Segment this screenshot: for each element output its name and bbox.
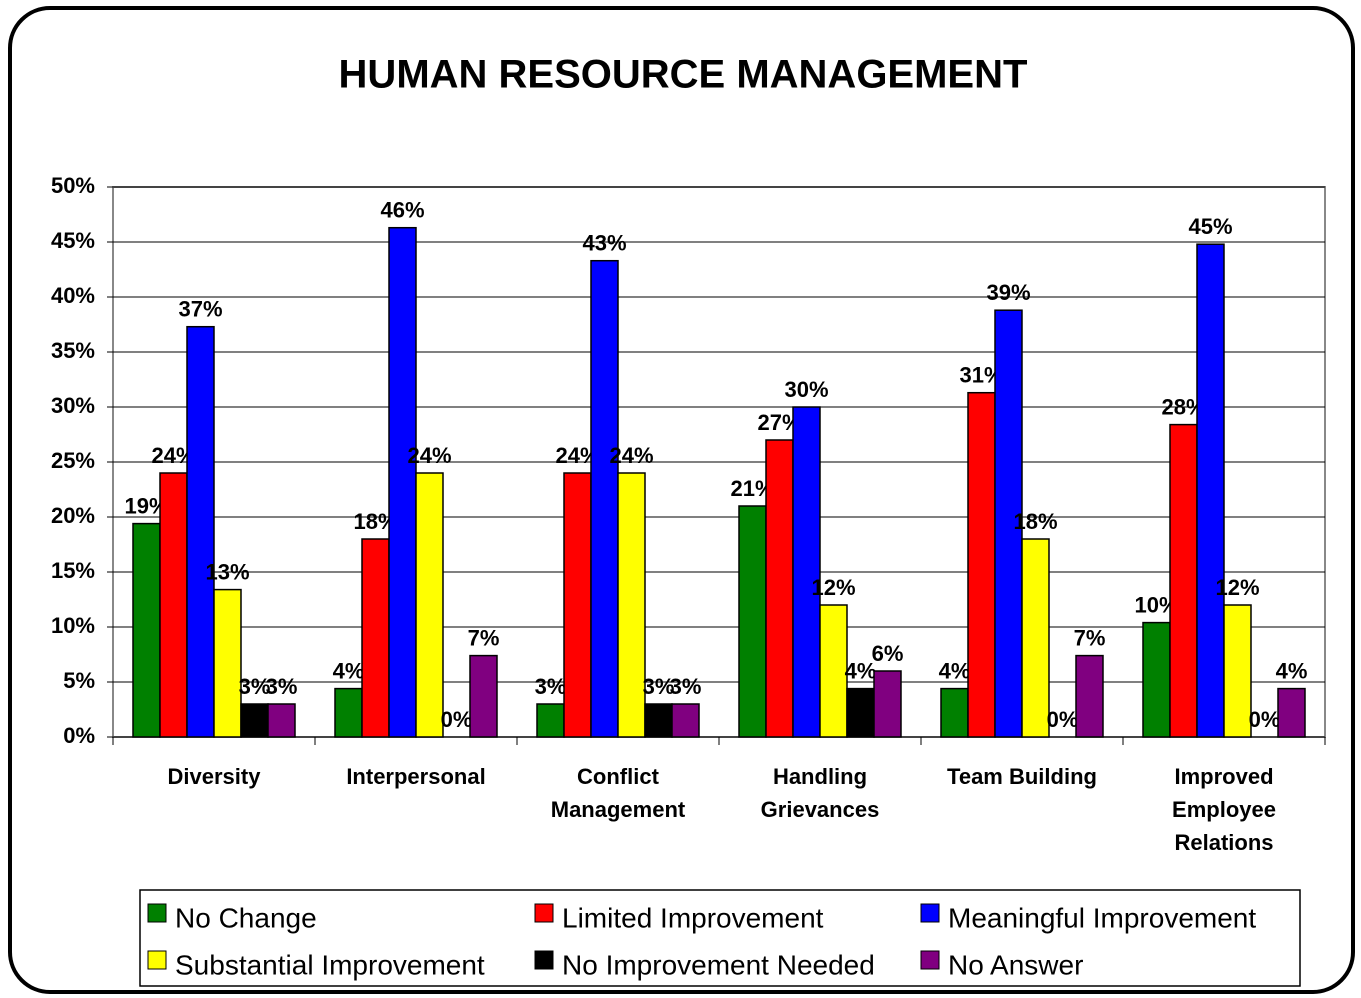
- data-label: 43%: [582, 231, 626, 256]
- y-tick-label: 5%: [63, 668, 95, 693]
- data-label: 0%: [441, 707, 473, 732]
- data-label: 4%: [1276, 658, 1308, 683]
- x-tick-label: Conflict Management: [550, 764, 686, 822]
- legend-swatch: [920, 903, 940, 923]
- legend-label: No Improvement Needed: [562, 949, 875, 980]
- data-label: 24%: [609, 443, 653, 468]
- bar: [617, 472, 646, 738]
- data-label: 24%: [407, 443, 451, 468]
- data-label: 7%: [1074, 625, 1106, 650]
- y-tick-label: 45%: [51, 228, 95, 253]
- bar: [415, 472, 444, 738]
- bar: [1142, 621, 1171, 738]
- data-label: 4%: [939, 658, 971, 683]
- bar: [873, 670, 902, 738]
- y-tick-label: 35%: [51, 338, 95, 363]
- bar: [334, 687, 363, 738]
- data-label: 3%: [535, 674, 567, 699]
- bar: [563, 472, 592, 738]
- chart-title: HUMAN RESOURCE MANAGEMENT: [339, 53, 1028, 97]
- data-label: 37%: [178, 297, 222, 322]
- legend-box: [139, 889, 1301, 987]
- data-label: 18%: [1013, 509, 1057, 534]
- bar: [186, 325, 215, 738]
- legend-label: No Answer: [948, 949, 1083, 980]
- bar: [1169, 423, 1198, 738]
- legend-swatch: [534, 950, 554, 970]
- y-tick-label: 50%: [51, 173, 95, 198]
- bar: [267, 703, 296, 738]
- bar: [469, 654, 498, 738]
- data-label: 12%: [1215, 575, 1259, 600]
- x-tick-label: Team Building: [947, 764, 1097, 789]
- bar: [159, 472, 188, 738]
- bar: [1021, 538, 1050, 738]
- legend-swatch: [147, 950, 167, 970]
- bar: [361, 538, 390, 738]
- data-label: 46%: [380, 198, 424, 223]
- data-label: 3%: [266, 674, 298, 699]
- legend-swatch: [534, 903, 554, 923]
- y-tick-label: 15%: [51, 558, 95, 583]
- bar: [240, 703, 269, 738]
- bar: [644, 703, 673, 738]
- data-label: 4%: [845, 658, 877, 683]
- legend-swatch: [147, 903, 167, 923]
- data-label: 30%: [784, 377, 828, 402]
- bar: [994, 309, 1023, 738]
- legend-label: No Change: [175, 902, 317, 933]
- legend-label: Limited Improvement: [562, 902, 824, 933]
- bar: [1223, 604, 1252, 738]
- bar: [388, 226, 417, 738]
- x-tick-label: Interpersonal: [346, 764, 486, 789]
- bar: [671, 703, 700, 738]
- data-label: 4%: [333, 658, 365, 683]
- data-label: 12%: [811, 575, 855, 600]
- data-label: 45%: [1188, 214, 1232, 239]
- x-tick-label: Handling Grievances: [760, 764, 880, 822]
- bar: [1196, 243, 1225, 738]
- data-label: 0%: [1047, 707, 1079, 732]
- legend-label: Meaningful Improvement: [948, 902, 1256, 933]
- y-tick-label: 30%: [51, 393, 95, 418]
- bar: [1075, 654, 1104, 738]
- bar: [132, 522, 161, 738]
- data-label: 6%: [872, 641, 904, 666]
- y-tick-label: 10%: [51, 613, 95, 638]
- bar: [940, 687, 969, 738]
- data-label: 3%: [670, 674, 702, 699]
- data-label: 7%: [468, 625, 500, 650]
- data-label: 39%: [986, 280, 1030, 305]
- legend-label: Substantial Improvement: [175, 949, 485, 980]
- bar: [213, 588, 242, 738]
- bar: [967, 391, 996, 738]
- bar: [846, 687, 875, 738]
- bar: [819, 604, 848, 738]
- legend-swatch: [920, 950, 940, 970]
- bar: [792, 406, 821, 738]
- frame: [8, 6, 1355, 994]
- x-tick-label: Improved Employee Relations: [1172, 764, 1276, 855]
- data-label: 3%: [239, 674, 271, 699]
- data-label: 3%: [643, 674, 675, 699]
- bar: [536, 703, 565, 738]
- y-tick-label: 0%: [63, 723, 95, 748]
- data-label: 0%: [1249, 707, 1281, 732]
- x-tick-label: Diversity: [167, 764, 261, 789]
- bar: [765, 439, 794, 738]
- y-tick-label: 25%: [51, 448, 95, 473]
- bar: [1277, 687, 1306, 738]
- bar: [590, 259, 619, 738]
- y-tick-label: 40%: [51, 283, 95, 308]
- bar: [738, 505, 767, 738]
- y-tick-label: 20%: [51, 503, 95, 528]
- data-label: 13%: [205, 559, 249, 584]
